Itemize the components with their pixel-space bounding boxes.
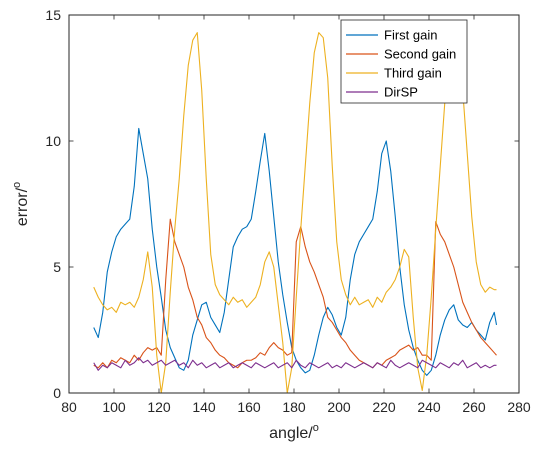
x-tick-label: 180 [282,399,306,415]
x-tick-label: 160 [237,399,261,415]
x-axis-label: angle/o [269,422,319,442]
x-axis-label-text: angle/ [269,425,313,442]
legend-label-3: Third gain [384,66,442,81]
x-tick-label: 80 [61,399,77,415]
legend-box [340,19,468,104]
series-line-4 [93,357,497,371]
y-axis: 0 5 10 15 [45,7,519,401]
y-tick-label: 10 [45,133,61,149]
legend: First gain Second gain Third gain DirSP [340,19,468,104]
x-tick-label: 220 [372,399,396,415]
legend-label-1: First gain [384,28,437,43]
legend-label-2: Second gain [384,47,456,62]
x-axis: 80 100 120 140 160 180 200 220 240 260 280 [61,15,531,415]
x-tick-label: 120 [147,399,171,415]
x-axis-label-superscript: o [313,422,319,434]
x-tick-label: 240 [417,399,441,415]
x-tick-label: 280 [507,399,531,415]
y-tick-label: 5 [53,259,61,275]
y-axis-label-superscript: o [11,182,23,188]
series-line-2 [93,218,497,369]
x-tick-label: 200 [327,399,351,415]
y-axis-label: error/o [11,182,31,226]
legend-label-4: DirSP [384,85,418,100]
x-tick-label: 140 [192,399,216,415]
x-tick-label: 100 [102,399,126,415]
x-tick-label: 260 [462,399,486,415]
y-axis-label-text: error/ [14,187,31,226]
y-tick-label: 15 [45,7,61,23]
y-tick-label: 0 [53,385,61,401]
